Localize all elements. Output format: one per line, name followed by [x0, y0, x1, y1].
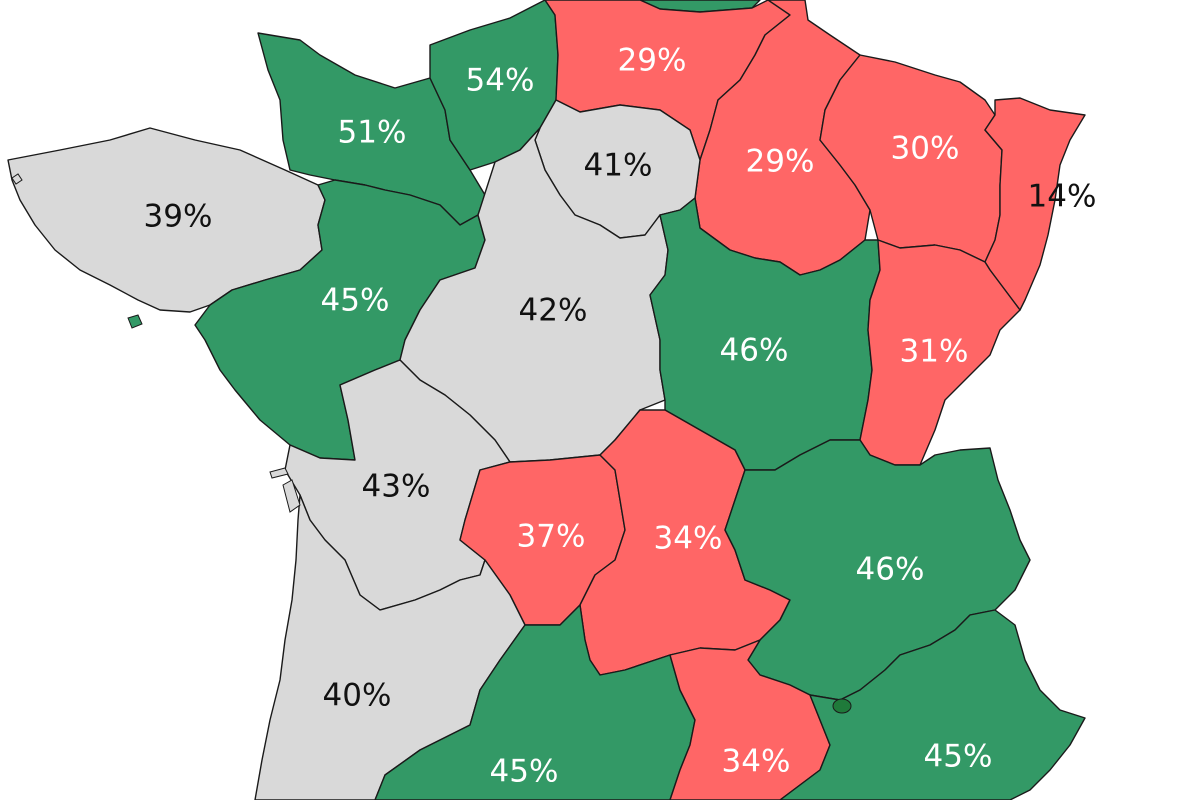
label-limousin: 37% — [517, 519, 586, 555]
label-franche-comte: 31% — [900, 334, 969, 370]
label-auvergne: 34% — [654, 521, 723, 557]
label-bourgogne: 46% — [720, 333, 789, 369]
label-rhone-alpes: 46% — [856, 552, 925, 588]
island-belle-ile — [127, 314, 143, 329]
label-aquitaine: 40% — [323, 678, 392, 714]
island-oleron — [282, 479, 301, 513]
label-bretagne: 39% — [144, 199, 213, 235]
label-poitou-charentes: 43% — [362, 469, 431, 505]
region-paca[interactable] — [779, 609, 1086, 800]
region-franche-comte[interactable] — [859, 239, 1021, 466]
label-lorraine: 30% — [891, 131, 960, 167]
label-picardie: 29% — [618, 43, 687, 79]
label-midi-pyrenees: 45% — [490, 754, 559, 790]
label-alsace: 14% — [1028, 179, 1097, 215]
label-normandie-ouest: 51% — [338, 115, 407, 151]
label-champagne-ardenne: 29% — [746, 144, 815, 180]
label-pays-de-la-loire: 45% — [321, 283, 390, 319]
label-ile-de-france: 41% — [584, 148, 653, 184]
label-centre: 42% — [519, 293, 588, 329]
island-ouessant — [11, 173, 23, 185]
island-re — [269, 467, 289, 479]
label-haute-normandie: 54% — [466, 63, 535, 99]
label-paca: 45% — [924, 739, 993, 775]
label-languedoc-roussillon: 34% — [722, 744, 791, 780]
enclave-marker — [832, 698, 852, 714]
